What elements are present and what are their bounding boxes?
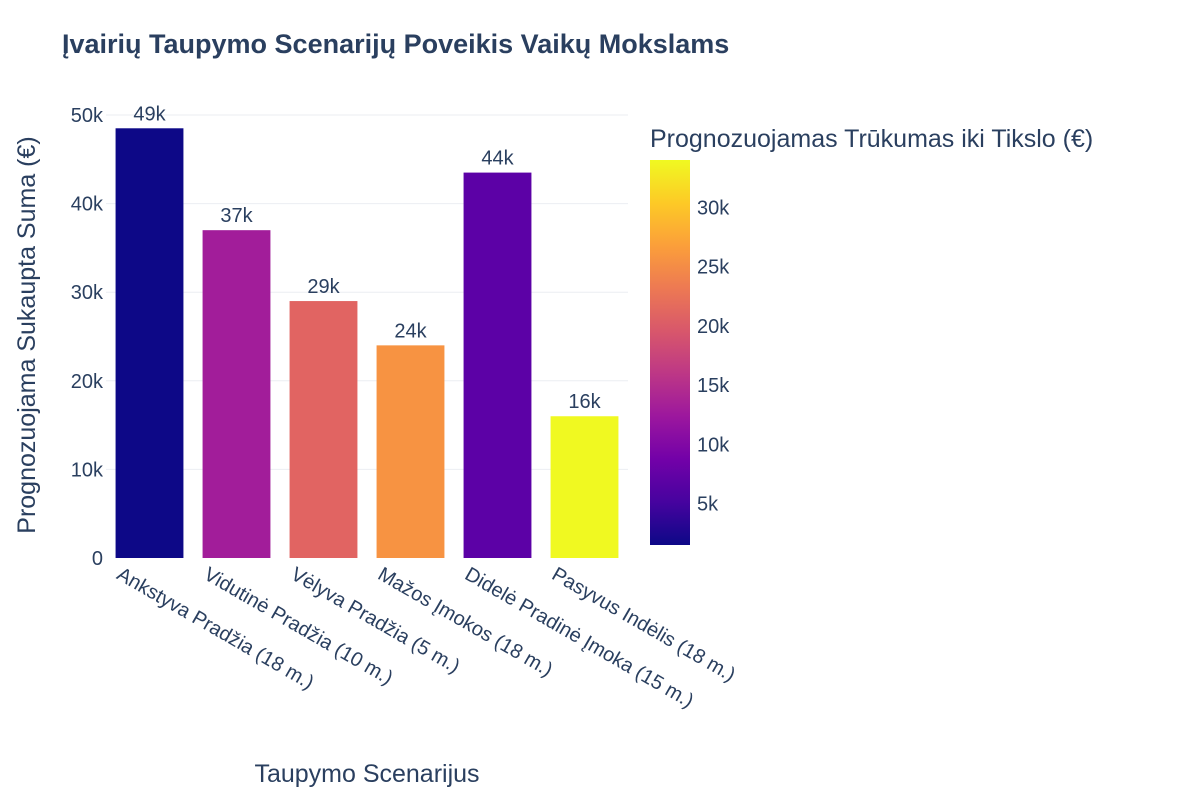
- y-tick-label: 20k: [71, 371, 104, 393]
- y-tick-label: 0: [92, 548, 103, 570]
- y-tick-label: 40k: [71, 194, 104, 216]
- colorbar-tick-label: 20k: [697, 316, 730, 338]
- y-axis-ticks: 0 10k 20k 30k 40k 50k: [71, 105, 104, 570]
- colorbar: Prognozuojamas Trūkumas iki Tikslo (€) 5…: [650, 125, 1093, 545]
- colorbar-tick-label: 5k: [697, 494, 719, 516]
- bar-value-label: 49k: [133, 103, 166, 125]
- colorbar-gradient: [650, 160, 690, 545]
- grid-lines: [106, 114, 628, 470]
- colorbar-tick-label: 25k: [697, 257, 730, 279]
- colorbar-tick-label: 15k: [697, 375, 730, 397]
- colorbar-tick-label: 10k: [697, 434, 730, 456]
- y-axis-title: Prognozuojama Sukaupta Suma (€): [13, 136, 41, 533]
- x-axis-title: Taupymo Scenarijus: [254, 760, 479, 788]
- bar: [550, 416, 619, 558]
- colorbar-tick-label: 30k: [697, 197, 730, 219]
- bar-value-label: 37k: [220, 205, 253, 227]
- x-axis-categories: Ankstyva Pradžia (18 m.)Vidutinė Pradžia…: [113, 563, 739, 712]
- colorbar-ticks: 5k 10k 15k 20k 25k 30k: [697, 197, 730, 515]
- bar-value-label: 16k: [568, 391, 601, 413]
- bar: [463, 172, 532, 558]
- bar-value-label: 24k: [394, 320, 427, 342]
- y-tick-label: 10k: [71, 459, 104, 481]
- bar-value-label: 44k: [481, 148, 514, 170]
- bar-value-label: 29k: [307, 276, 340, 298]
- bar-value-labels: 49k 37k 29k 24k 44k 16k: [133, 103, 601, 413]
- bar: [115, 128, 184, 559]
- bars: [115, 128, 619, 559]
- y-tick-label: 50k: [71, 105, 104, 127]
- chart-title: Įvairių Taupymo Scenarijų Poveikis Vaikų…: [62, 29, 729, 59]
- bar: [376, 345, 445, 558]
- colorbar-title: Prognozuojamas Trūkumas iki Tikslo (€): [650, 125, 1093, 153]
- y-tick-label: 30k: [71, 282, 104, 304]
- bar: [289, 301, 358, 558]
- bar: [202, 230, 271, 558]
